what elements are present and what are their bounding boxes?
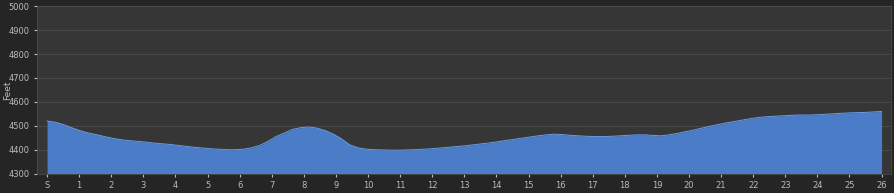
Y-axis label: Feet: Feet bbox=[3, 80, 12, 100]
